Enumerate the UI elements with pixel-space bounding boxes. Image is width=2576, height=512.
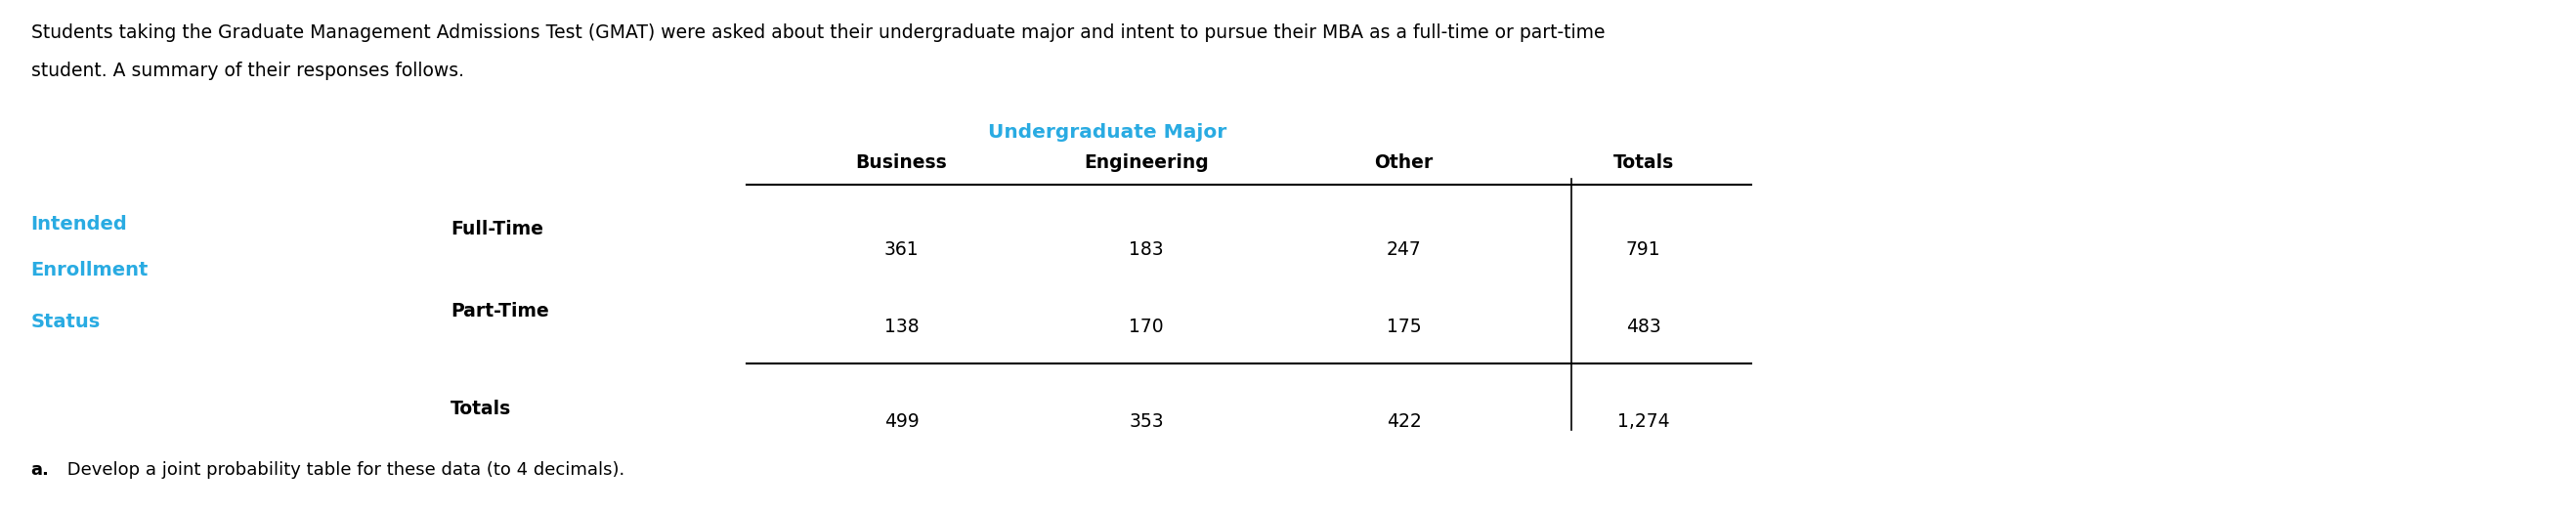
Text: Students taking the Graduate Management Admissions Test (GMAT) were asked about : Students taking the Graduate Management … <box>31 23 1605 41</box>
Text: Totals: Totals <box>1613 154 1674 172</box>
Text: student. A summary of their responses follows.: student. A summary of their responses fo… <box>31 61 464 80</box>
Text: Full-Time: Full-Time <box>451 220 544 239</box>
Text: a.: a. <box>31 461 49 479</box>
Text: Enrollment: Enrollment <box>31 261 149 280</box>
Text: Totals: Totals <box>451 399 513 418</box>
Text: Engineering: Engineering <box>1084 154 1208 172</box>
Text: 483: 483 <box>1625 317 1662 336</box>
Text: 170: 170 <box>1128 317 1164 336</box>
Text: 1,274: 1,274 <box>1618 412 1669 431</box>
Text: 353: 353 <box>1128 412 1164 431</box>
Text: Other: Other <box>1376 154 1432 172</box>
Text: 422: 422 <box>1386 412 1422 431</box>
Text: Part-Time: Part-Time <box>451 302 549 321</box>
Text: Business: Business <box>855 154 948 172</box>
Text: 247: 247 <box>1386 241 1422 259</box>
Text: Undergraduate Major: Undergraduate Major <box>989 123 1226 141</box>
Text: Develop a joint probability table for these data (to 4 decimals).: Develop a joint probability table for th… <box>62 461 626 479</box>
Text: 791: 791 <box>1625 241 1662 259</box>
Text: 175: 175 <box>1386 317 1422 336</box>
Text: 183: 183 <box>1128 241 1164 259</box>
Text: Intended: Intended <box>31 215 126 233</box>
Text: 138: 138 <box>884 317 920 336</box>
Text: Status: Status <box>31 312 100 331</box>
Text: 499: 499 <box>884 412 920 431</box>
Text: 361: 361 <box>884 241 920 259</box>
